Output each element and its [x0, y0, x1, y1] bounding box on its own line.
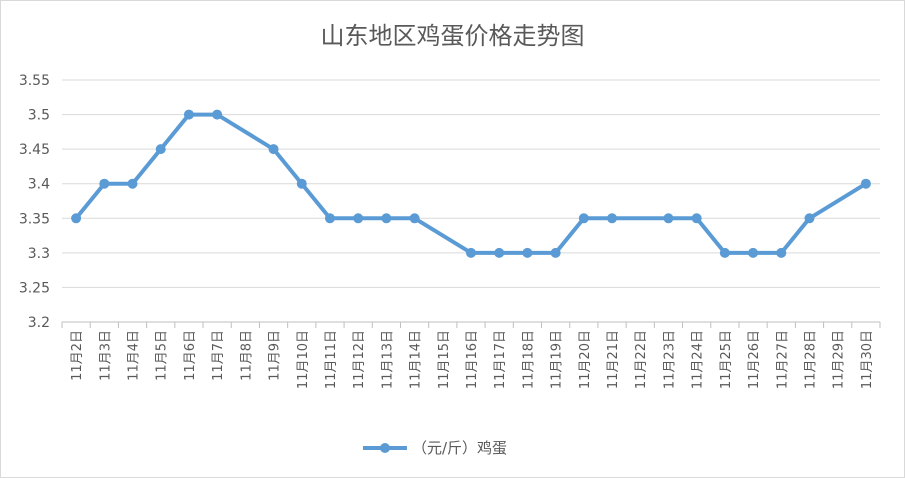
legend-label: （元/斤）鸡蛋	[412, 439, 507, 457]
y-tick-label: 3.55	[19, 73, 50, 89]
y-tick-label: 3.45	[19, 142, 50, 158]
x-tick-label: 11月23日	[662, 330, 677, 389]
x-tick-label: 11月26日	[747, 330, 762, 389]
x-tick-label: 11月3日	[98, 330, 113, 381]
data-point	[155, 144, 166, 155]
x-tick-label: 11月30日	[860, 330, 875, 389]
x-tick-label: 11月4日	[127, 330, 142, 381]
y-tick-label: 3.35	[19, 211, 50, 227]
x-tick-label: 11月10日	[296, 330, 311, 389]
data-point	[268, 144, 279, 155]
y-tick-label: 3.25	[19, 280, 50, 296]
data-point	[804, 213, 815, 224]
y-axis-ticks: 3.2 3.25 3.3 3.35 3.4 3.45 3.5 3.55	[19, 73, 50, 331]
y-tick-label: 3.4	[28, 177, 50, 193]
data-point	[71, 213, 82, 224]
y-tick-label: 3.3	[28, 246, 50, 262]
x-tick-label: 11月12日	[352, 330, 367, 389]
legend-marker	[380, 443, 390, 453]
y-tick-label: 3.5	[28, 108, 50, 124]
data-point	[409, 213, 420, 224]
data-point	[324, 213, 335, 224]
x-tick-label: 11月22日	[634, 330, 649, 389]
x-tick-label: 11月25日	[719, 330, 734, 389]
x-tick-label: 11月16日	[465, 330, 480, 389]
data-point	[578, 213, 589, 224]
x-tick-label: 11月21日	[606, 330, 621, 389]
x-tick-label: 11月29日	[832, 330, 847, 389]
data-point	[212, 109, 223, 120]
x-tick-label: 11月24日	[691, 330, 706, 389]
data-point	[663, 213, 674, 224]
data-point	[127, 178, 138, 189]
data-point	[748, 247, 759, 258]
x-tick-label: 11月17日	[493, 330, 508, 389]
data-point	[719, 247, 730, 258]
data-point	[607, 213, 618, 224]
data-point	[353, 213, 364, 224]
x-tick-label: 11月13日	[380, 330, 395, 389]
data-point	[381, 213, 392, 224]
y-tick-label: 3.2	[28, 315, 50, 331]
data-point	[550, 247, 561, 258]
data-point	[494, 247, 505, 258]
series-line	[71, 109, 871, 258]
data-point	[296, 178, 307, 189]
x-tick-label: 11月20日	[578, 330, 593, 389]
x-axis: 11月2日 11月3日 11月4日 11月5日 11月6日 11月7日 11月8日 11月9日…	[61, 321, 881, 389]
x-tick-label: 11月18日	[521, 330, 536, 389]
x-tick-label: 11月19日	[550, 330, 565, 389]
x-tick-label: 11月11日	[324, 330, 339, 389]
data-point	[776, 247, 787, 258]
x-tick-label: 11月5日	[155, 330, 170, 381]
x-tick-label: 11月8日	[239, 330, 254, 381]
x-tick-label: 11月28日	[803, 330, 818, 389]
chart-title: 山东地区鸡蛋价格走势图	[320, 22, 585, 50]
x-tick-label: 11月27日	[775, 330, 790, 389]
x-tick-label: 11月9日	[268, 330, 283, 381]
data-point	[860, 178, 871, 189]
x-tick-label: 11月2日	[70, 330, 85, 381]
x-tick-label: 11月14日	[409, 330, 424, 389]
data-point	[183, 109, 194, 120]
legend: （元/斤）鸡蛋	[363, 439, 507, 457]
x-tick-label: 11月7日	[211, 330, 226, 381]
data-point	[691, 213, 702, 224]
x-tick-label: 11月15日	[437, 330, 452, 389]
data-point	[99, 178, 110, 189]
data-point	[466, 247, 476, 258]
x-tick-label: 11月6日	[183, 330, 198, 381]
data-point	[522, 247, 533, 258]
